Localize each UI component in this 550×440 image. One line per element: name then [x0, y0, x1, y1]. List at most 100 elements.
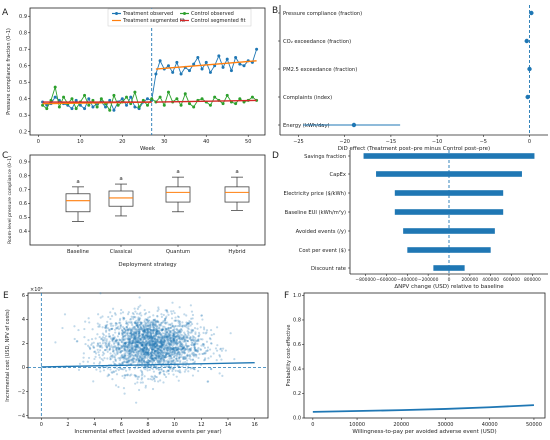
simulation-point — [108, 342, 111, 345]
simulation-point — [173, 325, 177, 328]
simulation-point — [138, 342, 142, 345]
simulation-point — [146, 365, 149, 368]
simulation-point — [173, 342, 176, 345]
simulation-point — [160, 329, 163, 332]
simulation-point — [167, 369, 170, 372]
simulation-point — [196, 339, 199, 343]
simulation-point — [144, 343, 147, 346]
simulation-point — [139, 338, 142, 341]
simulation-point — [108, 348, 112, 351]
simulation-point — [137, 357, 140, 360]
simulation-point — [106, 350, 109, 353]
control-point — [225, 93, 229, 97]
simulation-point — [151, 348, 154, 352]
simulation-point — [87, 339, 90, 342]
simulation-point — [161, 336, 164, 339]
simulation-point — [143, 347, 147, 350]
simulation-point — [185, 347, 189, 350]
simulation-point — [78, 362, 82, 365]
simulation-point — [130, 348, 134, 351]
simulation-point — [138, 355, 141, 358]
simulation-point — [141, 345, 145, 348]
simulation-point — [199, 326, 202, 329]
simulation-point — [182, 357, 185, 361]
simulation-point — [151, 322, 154, 326]
simulation-point — [125, 322, 128, 325]
simulation-point — [129, 317, 133, 321]
simulation-point — [132, 356, 135, 359]
simulation-point — [161, 340, 164, 344]
simulation-point — [145, 327, 149, 330]
simulation-point — [111, 338, 114, 341]
simulation-point — [174, 349, 177, 352]
simulation-point — [155, 351, 158, 354]
simulation-point — [199, 348, 202, 351]
simulation-point — [153, 350, 156, 354]
simulation-point — [133, 325, 136, 329]
simulation-point — [197, 335, 200, 338]
simulation-point — [131, 344, 134, 347]
simulation-point — [122, 387, 126, 390]
simulation-point — [152, 340, 156, 343]
simulation-point — [128, 349, 131, 352]
simulation-point — [161, 340, 164, 343]
simulation-point — [167, 334, 170, 337]
simulation-point — [138, 331, 141, 335]
simulation-point — [105, 341, 108, 345]
simulation-point — [107, 344, 111, 347]
simulation-point — [154, 356, 157, 360]
simulation-point — [171, 369, 174, 373]
simulation-point — [170, 340, 173, 344]
simulation-point — [149, 331, 152, 334]
simulation-point — [150, 357, 153, 360]
simulation-point — [150, 335, 153, 339]
simulation-point — [188, 353, 191, 356]
simulation-point — [111, 354, 114, 357]
simulation-point — [151, 362, 154, 365]
simulation-point — [151, 324, 155, 327]
simulation-point — [176, 365, 179, 368]
simulation-point — [176, 355, 179, 358]
simulation-point — [150, 320, 153, 323]
simulation-point — [135, 339, 138, 342]
simulation-point — [181, 325, 184, 328]
simulation-point — [158, 372, 161, 376]
simulation-point — [157, 306, 160, 309]
simulation-point — [108, 373, 111, 377]
simulation-point — [188, 320, 191, 323]
simulation-point — [177, 357, 181, 360]
simulation-point — [175, 357, 178, 360]
simulation-point — [123, 376, 126, 380]
simulation-point — [112, 336, 116, 339]
simulation-point — [132, 351, 135, 354]
x-tick-label: 0 — [40, 422, 43, 428]
simulation-point — [88, 346, 91, 349]
simulation-point — [156, 309, 159, 313]
simulation-point — [107, 373, 110, 376]
simulation-point — [151, 367, 154, 371]
simulation-point — [174, 319, 178, 322]
simulation-point — [181, 347, 184, 351]
simulation-point — [140, 347, 143, 350]
simulation-point — [172, 361, 175, 364]
simulation-point — [165, 331, 168, 334]
simulation-point — [165, 347, 168, 351]
simulation-point — [183, 357, 186, 360]
simulation-point — [147, 337, 150, 341]
category-label: Savings fraction — [304, 154, 346, 160]
simulation-point — [177, 321, 180, 324]
simulation-point — [164, 309, 167, 312]
simulation-point — [172, 347, 175, 350]
simulation-point — [183, 313, 186, 316]
simulation-point — [141, 344, 144, 347]
simulation-point — [181, 337, 184, 340]
simulation-point — [177, 332, 180, 335]
simulation-point — [127, 337, 130, 340]
simulation-point — [149, 346, 152, 349]
axes-frame — [29, 7, 266, 136]
simulation-point — [169, 339, 172, 342]
simulation-point — [185, 336, 188, 339]
simulation-point — [136, 341, 139, 344]
simulation-point — [166, 360, 169, 364]
simulation-point — [147, 327, 150, 330]
